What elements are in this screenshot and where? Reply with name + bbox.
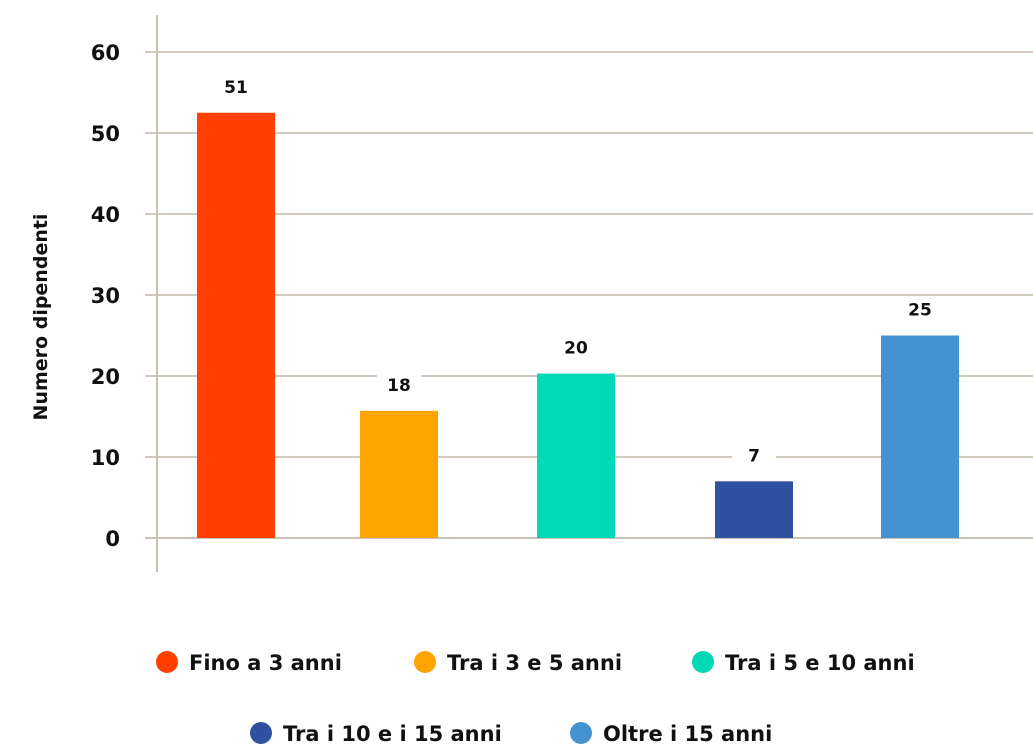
y-axis-ticks: 0 10 20 30 40 50 60 [91, 41, 120, 551]
bar-3 [537, 373, 615, 538]
bar-5 [881, 335, 959, 538]
data-label-background-5 [898, 297, 942, 322]
y-tick-label-30: 30 [91, 284, 120, 308]
data-label-background-4 [732, 443, 776, 468]
legend-label-5: Oltre i 15 anni [603, 722, 772, 746]
legend-label-4: Tra i 10 e i 15 anni [283, 722, 502, 746]
legend-label-2: Tra i 3 e 5 anni [447, 651, 622, 675]
legend-marker-2 [414, 651, 436, 673]
bar-2 [360, 410, 438, 538]
legend-marker-5 [570, 722, 592, 744]
data-labels: 51 18 20 7 25 [214, 74, 942, 468]
y-tick-label-60: 60 [91, 41, 120, 65]
legend-marker-1 [156, 651, 178, 673]
data-label-background-3 [554, 335, 598, 360]
y-tick-label-10: 10 [91, 446, 120, 470]
legend-label-1: Fino a 3 anni [189, 651, 342, 675]
data-label-5: 25 [908, 301, 932, 321]
y-tick-label-0: 0 [105, 527, 120, 551]
y-axis-title: Numero dipendenti [30, 214, 52, 421]
bar-1 [197, 112, 275, 538]
y-tick-label-40: 40 [91, 203, 120, 227]
data-label-background-2 [377, 372, 421, 397]
bars [197, 112, 959, 538]
data-label-4: 7 [748, 446, 760, 466]
legend-marker-3 [692, 651, 714, 673]
data-label-1: 51 [224, 78, 248, 98]
bar-4 [715, 481, 793, 538]
data-label-3: 20 [564, 339, 588, 359]
y-tick-label-50: 50 [91, 122, 120, 146]
y-tick-label-20: 20 [91, 365, 120, 389]
data-label-background-1 [214, 74, 258, 99]
legend-marker-4 [250, 722, 272, 744]
data-label-2: 18 [387, 376, 411, 396]
legend-label-3: Tra i 5 e 10 anni [725, 651, 915, 675]
legend: Fino a 3 anni Tra i 3 e 5 anni Tra i 5 e 1… [156, 651, 915, 746]
